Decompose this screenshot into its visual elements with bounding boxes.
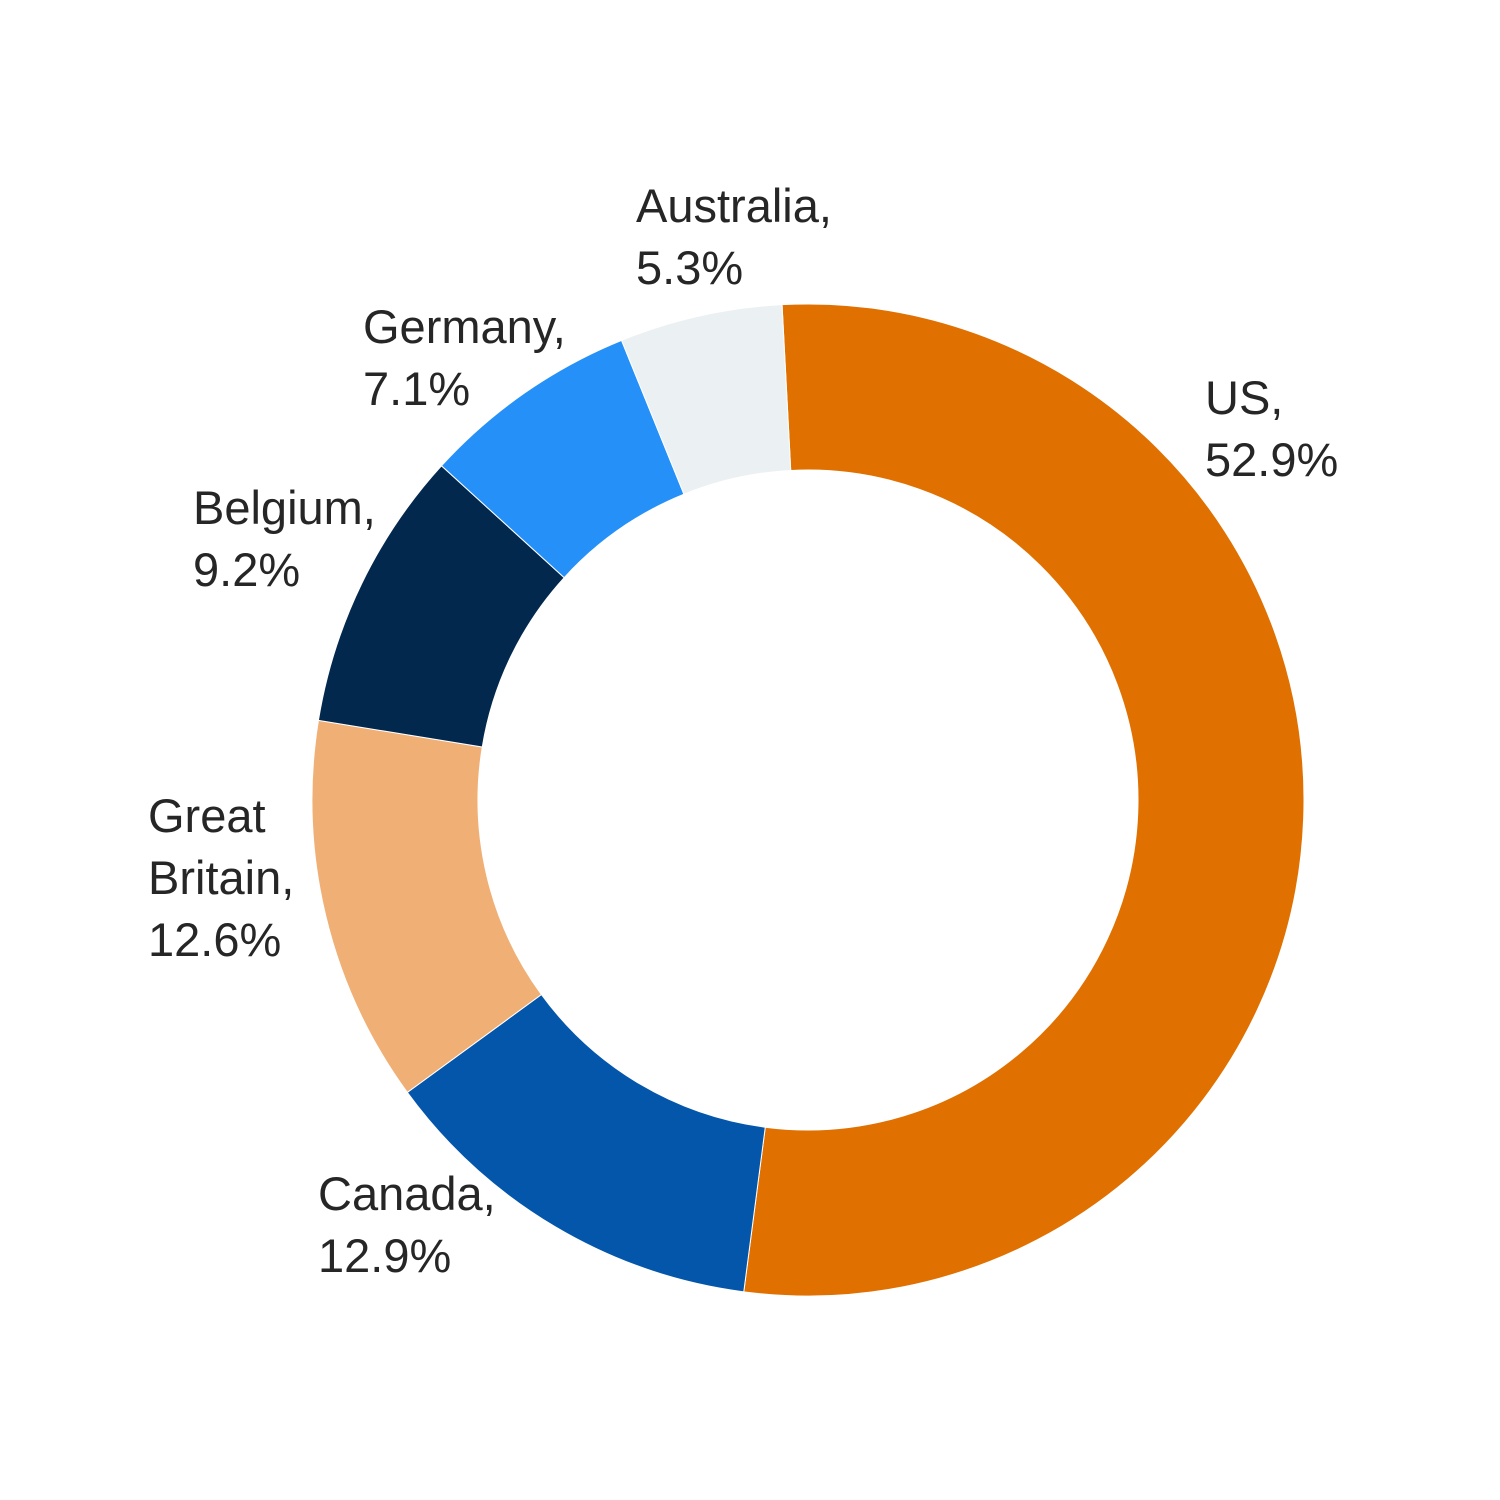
label-canada: Canada, 12.9% [318,1167,496,1282]
label-line: Britain, [148,851,294,904]
label-line: 12.6% [148,913,281,966]
slice-labels: US, 52.9% Canada, 12.9% Great Britain, 12.6% Be… [148,179,1338,1282]
label-line: Germany, [363,300,566,353]
label-line: Belgium, [193,481,376,534]
label-line: Canada, [318,1167,496,1220]
label-line: US, [1205,371,1283,424]
slice-us [743,303,1305,1297]
slice-australia [620,304,792,495]
label-line: 5.3% [636,241,743,294]
label-great-britain: Great Britain, 12.6% [148,789,294,966]
label-line: 12.9% [318,1229,451,1282]
label-line: 52.9% [1205,433,1338,486]
label-australia: Australia, 5.3% [636,179,832,294]
label-line: Australia, [636,179,832,232]
label-us: US, 52.9% [1205,371,1338,486]
label-belgium: Belgium, 9.2% [193,481,376,596]
label-line: 7.1% [363,362,470,415]
label-line: Great [148,789,266,842]
donut-slices [311,303,1305,1297]
label-germany: Germany, 7.1% [363,300,566,415]
label-line: 9.2% [193,543,300,596]
